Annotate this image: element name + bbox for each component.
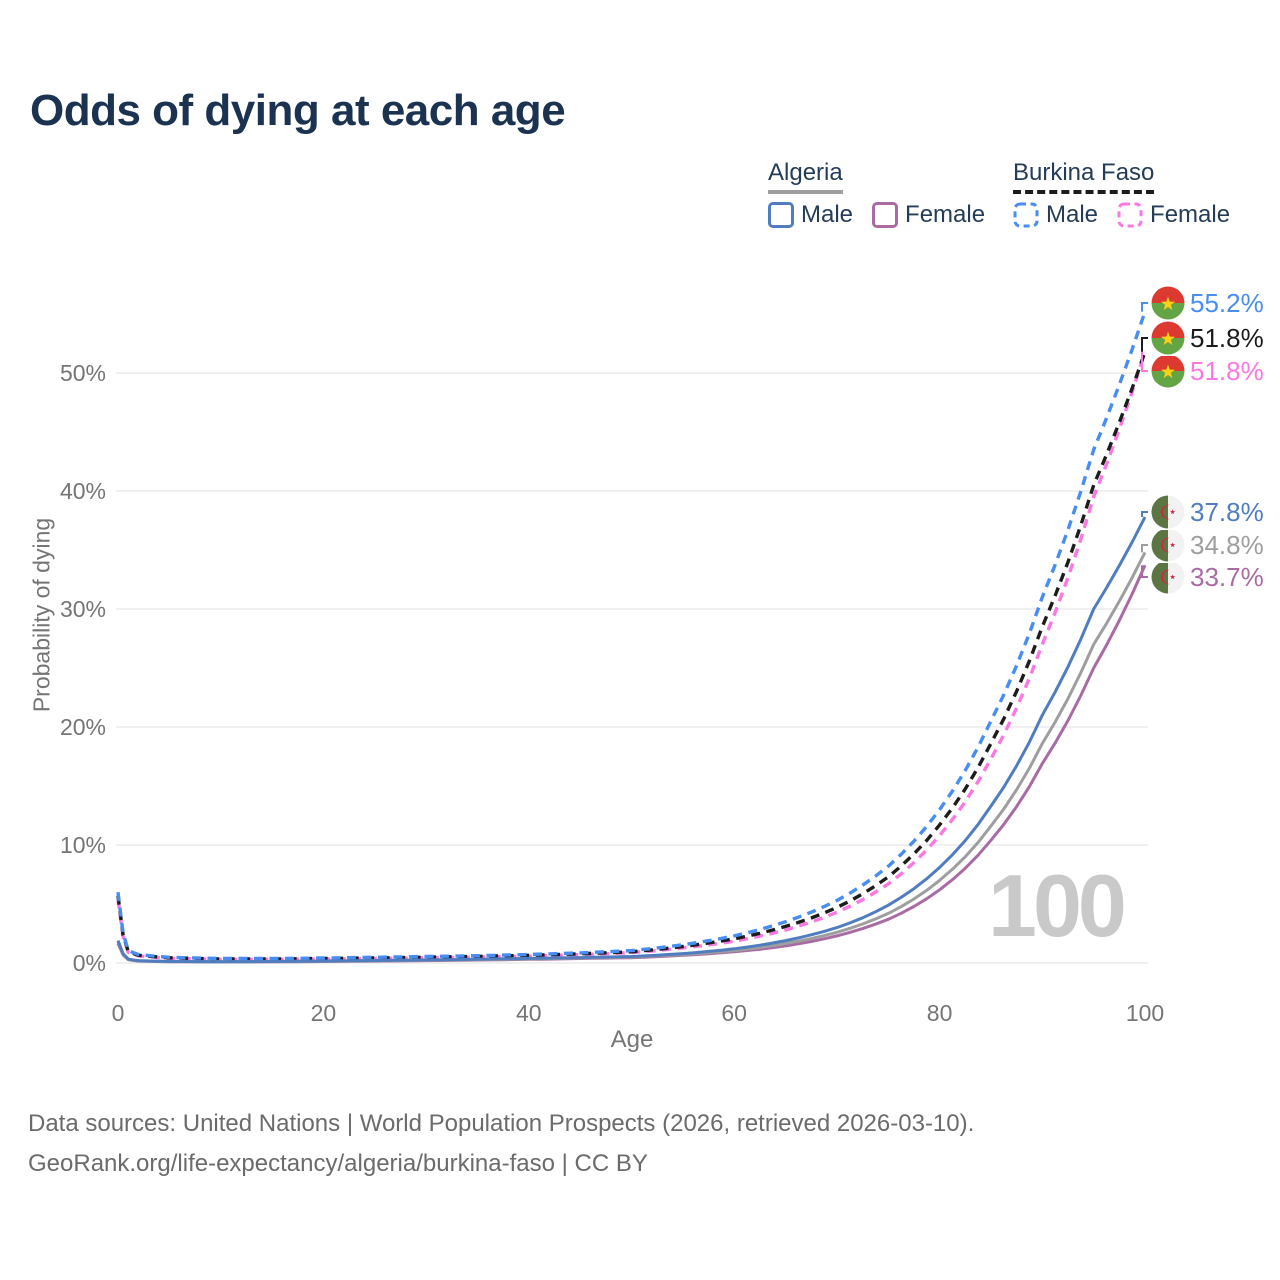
y-tick-label: 10% — [60, 832, 106, 858]
footer: Data sources: United Nations | World Pop… — [28, 1104, 974, 1184]
series-layer — [116, 311, 1147, 964]
end-label-layer: 51.8%51.8% 55.2% 33.7%34.8%37.8% — [1141, 285, 1274, 595]
footer-attribution: GeoRank.org/life-expectancy/algeria/burk… — [28, 1150, 648, 1177]
legend-algeria-female[interactable]: Female — [872, 201, 985, 229]
y-tick-label: 50% — [60, 360, 106, 386]
end-label-value: 51.8% — [1190, 356, 1264, 386]
x-tick-label: 40 — [516, 1000, 542, 1026]
algeria-flag-icon — [1151, 528, 1185, 562]
x-tick-label: 0 — [112, 1000, 125, 1026]
end-label-value: 34.8% — [1190, 530, 1264, 560]
legend-burkina-male[interactable]: Male — [1013, 201, 1098, 229]
series-line-bf_male — [116, 311, 1147, 961]
legend-burkina-row: Male Female — [1013, 201, 1230, 229]
burkina-faso-flag-icon — [1151, 321, 1185, 355]
y-tick-label: 40% — [60, 478, 106, 504]
algeria-flag-icon — [1151, 560, 1185, 594]
x-tick-label: 60 — [721, 1000, 747, 1026]
grid-layer: 0% 10% 20% 30% 40% 50% 0 20 40 60 80 100 — [60, 360, 1164, 1026]
legend-algeria-male[interactable]: Male — [768, 201, 853, 229]
legend-label: Female — [905, 201, 986, 228]
burkina-faso-flag-icon — [1151, 354, 1185, 388]
algeria-female-swatch-icon — [872, 202, 899, 228]
y-tick-label: 0% — [73, 950, 106, 976]
y-axis-title: Probability of dying — [28, 517, 55, 713]
legend-burkina-heading: Burkina Faso — [1013, 159, 1155, 194]
end-label-bf_female: 51.8% — [1148, 353, 1274, 389]
end-label-dz_avg: 34.8% — [1148, 527, 1274, 563]
legend-label: Male — [1046, 201, 1099, 228]
page-title: Odds of dying at each age — [30, 86, 566, 135]
x-tick-label: 100 — [1126, 1000, 1164, 1026]
legend-label: Male — [801, 201, 854, 228]
footer-sources: Data sources: United Nations | World Pop… — [28, 1110, 975, 1137]
end-label-value: 33.7% — [1190, 562, 1264, 592]
end-label-dz_female: 33.7% — [1148, 559, 1274, 595]
algeria-male-swatch-icon — [768, 202, 794, 228]
burkina-female-swatch-icon — [1117, 202, 1143, 228]
legend-group-algeria: Algeria Male Female — [768, 159, 985, 229]
end-label-dz_male: 37.8% — [1148, 494, 1274, 530]
y-tick-label: 30% — [60, 596, 106, 622]
end-label-bf_male: 55.2% — [1148, 285, 1274, 321]
x-tick-label: 80 — [927, 1000, 953, 1026]
legend-algeria-heading: Algeria — [768, 159, 843, 194]
series-line-dz_male — [116, 516, 1147, 964]
legend-algeria-row: Male Female — [768, 201, 985, 229]
age-watermark: 100 — [988, 856, 1127, 955]
x-axis-title: Age — [610, 1026, 654, 1053]
algeria-flag-icon — [1151, 495, 1185, 529]
legend-label: Female — [1150, 201, 1231, 228]
end-label-value: 55.2% — [1190, 288, 1264, 318]
burkina-male-swatch-icon — [1013, 202, 1039, 228]
end-label-value: 51.8% — [1190, 323, 1264, 353]
y-tick-label: 20% — [60, 714, 106, 740]
end-label-bf_avg: 51.8% — [1148, 320, 1274, 356]
legend-burkina-female[interactable]: Female — [1117, 201, 1230, 229]
x-tick-label: 20 — [311, 1000, 337, 1026]
end-label-value: 37.8% — [1190, 497, 1264, 527]
burkina-faso-flag-icon — [1151, 286, 1185, 320]
legend-group-burkina: Burkina Faso Male Female — [1013, 159, 1230, 229]
